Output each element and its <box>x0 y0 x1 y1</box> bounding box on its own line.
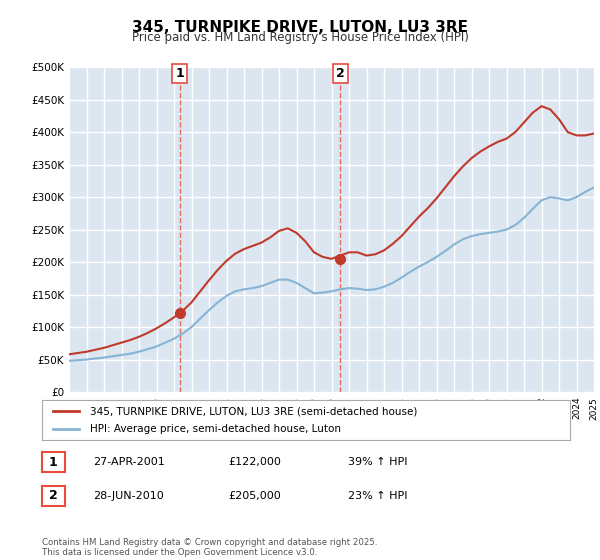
Text: 27-APR-2001: 27-APR-2001 <box>93 457 165 467</box>
Text: 28-JUN-2010: 28-JUN-2010 <box>93 491 164 501</box>
Text: £122,000: £122,000 <box>228 457 281 467</box>
Text: £205,000: £205,000 <box>228 491 281 501</box>
Text: 1: 1 <box>49 455 58 469</box>
Text: 23% ↑ HPI: 23% ↑ HPI <box>348 491 407 501</box>
Text: Contains HM Land Registry data © Crown copyright and database right 2025.
This d: Contains HM Land Registry data © Crown c… <box>42 538 377 557</box>
Text: 345, TURNPIKE DRIVE, LUTON, LU3 3RE (semi-detached house): 345, TURNPIKE DRIVE, LUTON, LU3 3RE (sem… <box>89 407 417 417</box>
Text: 2: 2 <box>335 67 344 80</box>
Text: 345, TURNPIKE DRIVE, LUTON, LU3 3RE: 345, TURNPIKE DRIVE, LUTON, LU3 3RE <box>132 20 468 35</box>
Text: 1: 1 <box>175 67 184 80</box>
Text: Price paid vs. HM Land Registry's House Price Index (HPI): Price paid vs. HM Land Registry's House … <box>131 31 469 44</box>
Text: 39% ↑ HPI: 39% ↑ HPI <box>348 457 407 467</box>
Text: 2: 2 <box>49 489 58 502</box>
Text: HPI: Average price, semi-detached house, Luton: HPI: Average price, semi-detached house,… <box>89 423 341 433</box>
